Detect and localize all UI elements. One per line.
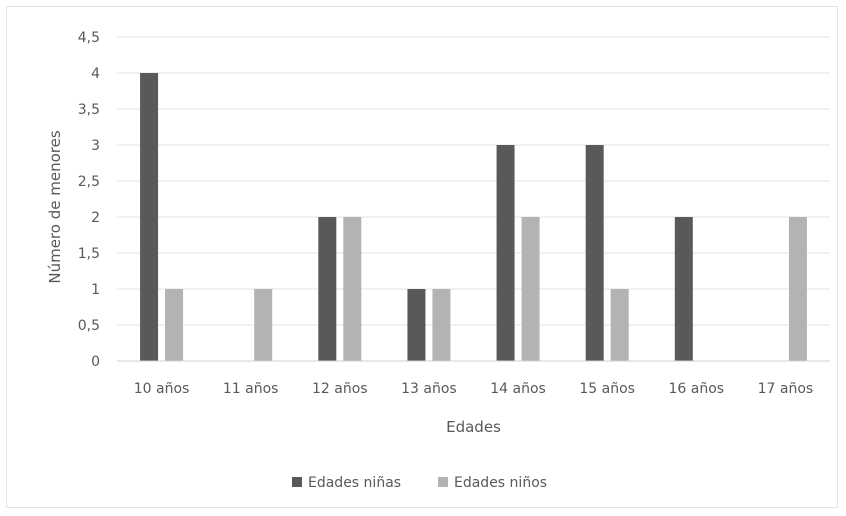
y-tick-label: 0,5 bbox=[78, 318, 100, 334]
bar-ninas bbox=[585, 145, 604, 361]
y-tick-label: 0 bbox=[91, 354, 100, 370]
bar-ninas bbox=[674, 217, 693, 361]
x-tick-label: 17 años bbox=[758, 381, 814, 397]
x-tick-label: 13 años bbox=[401, 381, 457, 397]
y-tick-label: 3,5 bbox=[78, 102, 100, 118]
x-tick-label: 10 años bbox=[134, 381, 190, 397]
x-tick-label: 16 años bbox=[669, 381, 725, 397]
bar-ninas bbox=[407, 289, 426, 361]
bar-ninos bbox=[788, 217, 807, 361]
bars bbox=[140, 73, 807, 361]
x-tick-label: 12 años bbox=[312, 381, 368, 397]
legend-label: Edades niños bbox=[454, 475, 547, 491]
x-tick-label: 14 años bbox=[490, 381, 546, 397]
y-tick-label: 2 bbox=[91, 210, 100, 226]
bar-ninos bbox=[254, 289, 273, 361]
bar-ninos bbox=[521, 217, 540, 361]
y-tick-labels: 0 0,5 1 1,5 2 2,5 3 3,5 4 4,5 bbox=[78, 30, 100, 370]
legend: Edades niñas Edades niños bbox=[292, 475, 547, 491]
y-tick-label: 4 bbox=[91, 66, 100, 82]
y-tick-label: 1,5 bbox=[78, 246, 100, 262]
bar-ninos bbox=[343, 217, 362, 361]
legend-label: Edades niñas bbox=[308, 475, 401, 491]
x-tick-labels: 10 años 11 años 12 años 13 años 14 años 15 añ… bbox=[134, 381, 813, 397]
bar-ninas bbox=[318, 217, 337, 361]
y-tick-label: 1 bbox=[91, 282, 100, 298]
y-tick-label: 3 bbox=[91, 138, 100, 154]
y-tick-label: 2,5 bbox=[78, 174, 100, 190]
gridlines bbox=[117, 36, 830, 326]
y-axis-title: Número de menores bbox=[46, 130, 64, 283]
x-axis-title: Edades bbox=[446, 418, 501, 436]
x-tick-label: 15 años bbox=[579, 381, 635, 397]
y-tick-label: 4,5 bbox=[78, 30, 100, 46]
bar-ninos bbox=[165, 289, 184, 361]
bar-ninos bbox=[432, 289, 451, 361]
bar-ninas bbox=[496, 145, 515, 361]
legend-swatch bbox=[292, 477, 302, 487]
x-tick-label: 11 años bbox=[223, 381, 279, 397]
bar-ninos bbox=[610, 289, 629, 361]
legend-swatch bbox=[438, 477, 448, 487]
bar-ninas bbox=[140, 73, 159, 361]
